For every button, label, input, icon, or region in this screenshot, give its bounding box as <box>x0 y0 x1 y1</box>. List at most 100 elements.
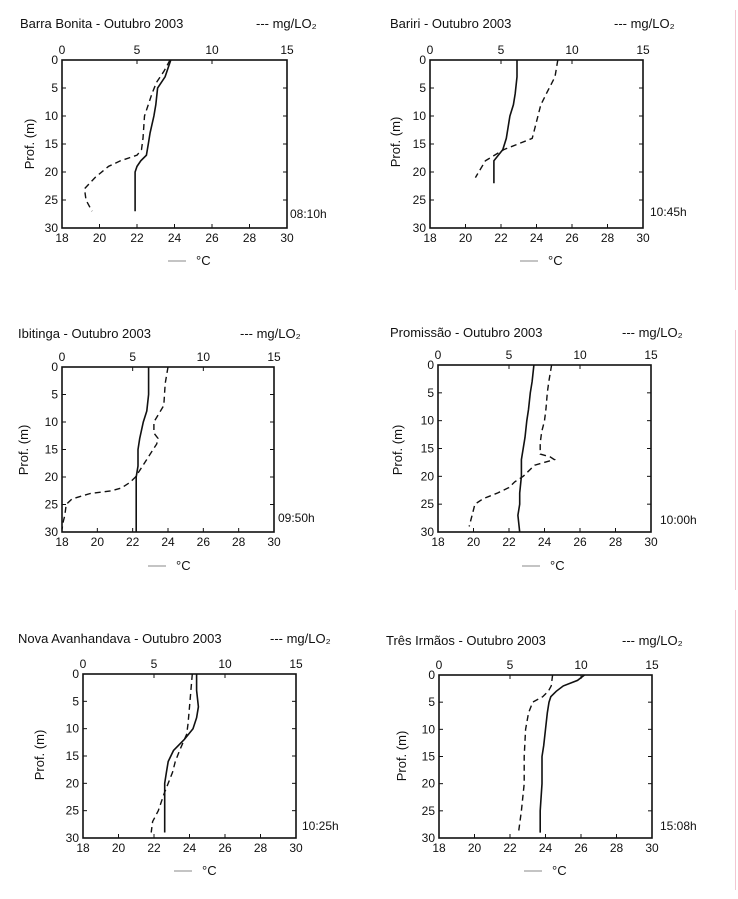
y-tick-label: 5 <box>51 81 58 95</box>
temp-legend-label: °C <box>202 863 217 878</box>
temperature-profile-line <box>539 674 585 833</box>
y-tick-label: 30 <box>413 221 427 235</box>
y-tick-label: 5 <box>51 388 58 402</box>
temp-tick-label: 26 <box>197 535 211 549</box>
y-tick-label: 25 <box>421 497 435 511</box>
do-tick-label: 15 <box>280 43 294 57</box>
temp-tick-label: 30 <box>267 535 281 549</box>
do-tick-label: 10 <box>205 43 219 57</box>
temp-tick-label: 28 <box>254 841 268 855</box>
plot-frame <box>61 366 275 533</box>
profile-panel: Promissão - Outubro 2003 --- mg/LO₂ 0 5 10 15… <box>390 325 697 573</box>
temp-tick-label: 20 <box>112 841 126 855</box>
time-label: 10:00h <box>660 513 697 527</box>
temp-tick-label: 26 <box>205 231 219 245</box>
y-tick-label: 5 <box>419 81 426 95</box>
temp-tick-label: 28 <box>243 231 257 245</box>
y-tick-label: 30 <box>421 525 435 539</box>
plot-frame <box>429 59 644 229</box>
temp-tick-label: 28 <box>610 841 624 855</box>
do-tick-label: 5 <box>151 657 158 671</box>
page-edge-marker <box>735 330 736 590</box>
do-tick-label: 5 <box>134 43 141 57</box>
y-tick-label: 15 <box>66 749 80 763</box>
y-axis-label: Prof. (m) <box>388 117 403 168</box>
y-tick-label: 0 <box>419 53 426 67</box>
temp-tick-label: 22 <box>494 231 508 245</box>
temp-legend-label: °C <box>176 558 191 573</box>
temp-legend-label: °C <box>548 253 563 268</box>
temp-legend-label: °C <box>196 253 211 268</box>
y-tick-label: 0 <box>72 667 79 681</box>
y-tick-label: 30 <box>66 831 80 845</box>
temperature-profile-line <box>134 59 172 212</box>
chart-title: Barra Bonita - Outubro 2003 <box>20 16 183 31</box>
y-axis-label: Prof. (m) <box>390 425 405 476</box>
do-tick-label: 0 <box>59 350 66 364</box>
temp-legend-label: °C <box>552 863 567 878</box>
time-label: 10:25h <box>302 819 339 833</box>
y-tick-label: 20 <box>413 165 427 179</box>
temp-tick-label: 26 <box>574 841 588 855</box>
temp-tick-label: 26 <box>218 841 232 855</box>
temp-tick-label: 20 <box>91 535 105 549</box>
do-tick-label: 15 <box>636 43 650 57</box>
y-tick-label: 10 <box>413 109 427 123</box>
chart-title: Ibitinga - Outubro 2003 <box>18 326 151 341</box>
y-tick-label: 20 <box>421 469 435 483</box>
y-axis-label: Prof. (m) <box>16 425 31 476</box>
do-tick-label: 10 <box>574 658 588 672</box>
temp-tick-label: 30 <box>644 535 658 549</box>
temp-tick-label: 18 <box>55 535 69 549</box>
y-tick-label: 25 <box>422 804 436 818</box>
y-tick-label: 5 <box>428 695 435 709</box>
temp-tick-label: 22 <box>502 535 516 549</box>
y-axis-label: Prof. (m) <box>22 119 37 170</box>
do-tick-label: 15 <box>644 348 658 362</box>
y-tick-label: 30 <box>45 221 59 235</box>
profile-panel: Bariri - Outubro 2003 --- mg/LO₂ 0 5 10 15 20 2… <box>388 16 687 268</box>
do-legend: --- mg/LO₂ <box>622 633 683 648</box>
do-tick-label: 10 <box>197 350 211 364</box>
do-tick-label: 10 <box>565 43 579 57</box>
temp-tick-label: 24 <box>538 535 552 549</box>
y-tick-label: 15 <box>45 137 59 151</box>
profile-panel: Três Irmãos - Outubro 2003 --- mg/LO₂ 0 5 10… <box>386 633 697 878</box>
temp-tick-label: 20 <box>467 535 481 549</box>
y-tick-label: 0 <box>51 53 58 67</box>
temperature-profile-line <box>493 60 518 184</box>
y-axis-label: Prof. (m) <box>32 730 47 781</box>
do-tick-label: 5 <box>506 348 513 362</box>
plot-frame <box>61 59 288 229</box>
temp-tick-label: 30 <box>280 231 294 245</box>
do-tick-label: 10 <box>218 657 232 671</box>
y-tick-label: 10 <box>422 722 436 736</box>
temp-tick-label: 20 <box>459 231 473 245</box>
temp-tick-label: 30 <box>636 231 650 245</box>
do-profile-line <box>150 673 193 833</box>
time-label: 10:45h <box>650 205 687 219</box>
temp-tick-label: 24 <box>539 841 553 855</box>
do-legend: --- mg/LO₂ <box>622 325 683 340</box>
do-legend: --- mg/LO₂ <box>240 326 301 341</box>
profile-panel: Ibitinga - Outubro 2003 --- mg/LO₂ 0 5 10 15 2… <box>16 326 315 573</box>
temp-tick-label: 18 <box>76 841 90 855</box>
do-profile-line <box>517 674 554 833</box>
do-tick-label: 0 <box>59 43 66 57</box>
y-tick-label: 25 <box>45 193 59 207</box>
y-tick-label: 5 <box>72 694 79 708</box>
temp-tick-label: 18 <box>431 535 445 549</box>
time-label: 09:50h <box>278 511 315 525</box>
y-tick-label: 15 <box>422 750 436 764</box>
chart-title: Três Irmãos - Outubro 2003 <box>386 633 546 648</box>
y-tick-label: 15 <box>45 443 59 457</box>
y-tick-label: 0 <box>427 358 434 372</box>
do-tick-label: 15 <box>645 658 659 672</box>
page-edge-marker <box>735 10 736 290</box>
do-profile-line <box>61 366 169 530</box>
do-tick-label: 5 <box>507 658 514 672</box>
y-tick-label: 10 <box>45 109 59 123</box>
y-tick-label: 25 <box>66 804 80 818</box>
temp-tick-label: 26 <box>565 231 579 245</box>
